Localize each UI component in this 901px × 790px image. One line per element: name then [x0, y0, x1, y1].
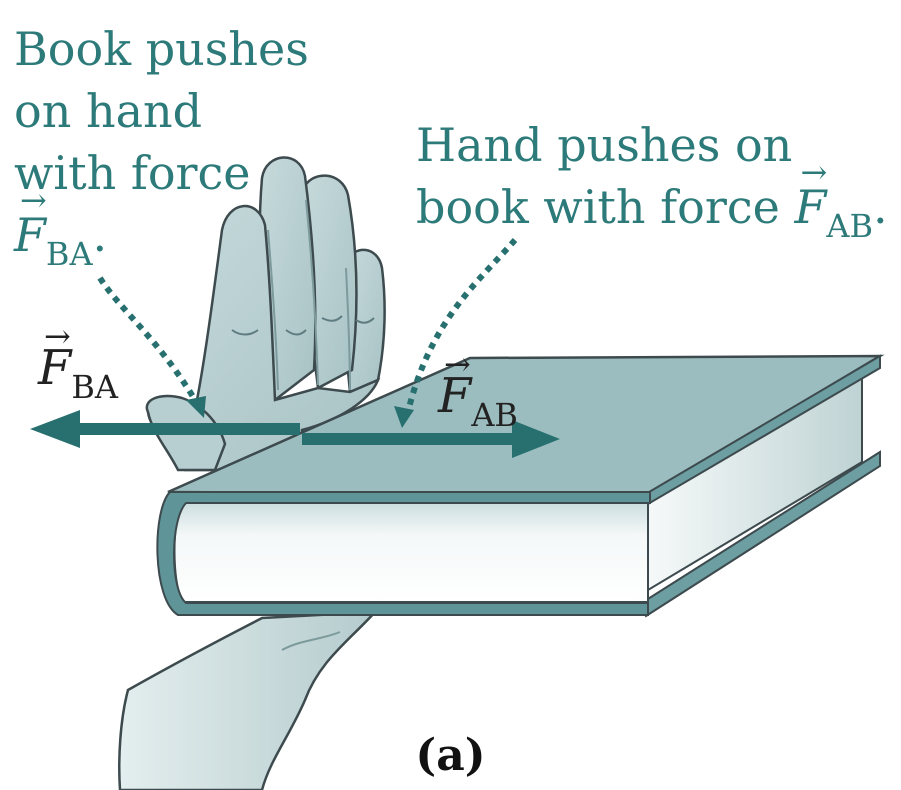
crease-2 [321, 315, 343, 322]
crease-3 [355, 317, 375, 324]
label-punct: . [92, 208, 108, 262]
finger-gap-2 [305, 199, 319, 386]
force-arrow-f-ab-shaft [302, 433, 522, 445]
label-line-2: on hand [14, 84, 203, 138]
vector-symbol: → F [38, 320, 72, 396]
wrist-shape [118, 610, 378, 790]
leader-lines [97, 238, 518, 428]
vector-letter: F [438, 368, 472, 424]
vector-subscript: BA [71, 368, 118, 406]
vector-letter: F [38, 340, 72, 396]
vector-symbol: → F [438, 348, 472, 424]
hand [145, 156, 386, 472]
vector-letter: F [14, 208, 46, 262]
leader-line-book-on-hand [97, 276, 201, 407]
book-spine [156, 491, 651, 616]
vector-symbol: → F [794, 156, 827, 238]
finger-gap-1 [267, 229, 279, 391]
vector-arrow-glyph: → [44, 317, 71, 355]
force-arrow-f-ba-head [30, 410, 80, 448]
label-line-2: book with force → FAB. [416, 156, 888, 245]
vector-subscript: BA [45, 235, 93, 273]
label-hand-pushes-on-book: Hand pushes on book with force → FAB. [416, 114, 888, 245]
palm [146, 204, 381, 472]
label-line-3: with force [14, 146, 251, 200]
arrow-label-f-ba: → FBA [38, 320, 118, 406]
leader-line-hand-on-book [405, 238, 518, 413]
leader-arrowhead-hand-on-book [394, 406, 414, 428]
crease-4 [231, 329, 259, 336]
label-line-1: Hand pushes on [416, 118, 793, 172]
force-arrow-f-ab-head [512, 420, 560, 458]
vector-arrow-glyph: → [444, 345, 471, 383]
figure-caption: (a) [415, 730, 486, 781]
book [156, 354, 885, 618]
finger-gap-3 [345, 267, 351, 391]
force-arrows [30, 410, 560, 458]
force-arrow-f-ba-shaft [70, 423, 300, 435]
leader-arrowhead-book-on-hand [186, 396, 206, 418]
vector-symbol: → F [14, 184, 47, 266]
arrow-label-f-ab: → FAB [438, 348, 518, 434]
label-line-1: Book pushes [14, 22, 309, 76]
vector-subscript: AB [471, 396, 518, 434]
label-line-2-text: book with force [416, 180, 780, 234]
label-line-4: → FBA. [14, 184, 309, 273]
vector-letter: F [794, 180, 827, 234]
vector-arrow-glyph: → [20, 181, 47, 219]
label-punct: . [873, 180, 888, 234]
vector-subscript: AB [826, 207, 874, 245]
vector-arrow-glyph: → [800, 153, 828, 191]
book-front-pages [173, 499, 649, 603]
crease-1 [285, 329, 307, 336]
label-book-pushes-on-hand: Book pushes on hand with force → FBA. [14, 18, 309, 273]
wrist-knuckle-line [281, 631, 341, 651]
